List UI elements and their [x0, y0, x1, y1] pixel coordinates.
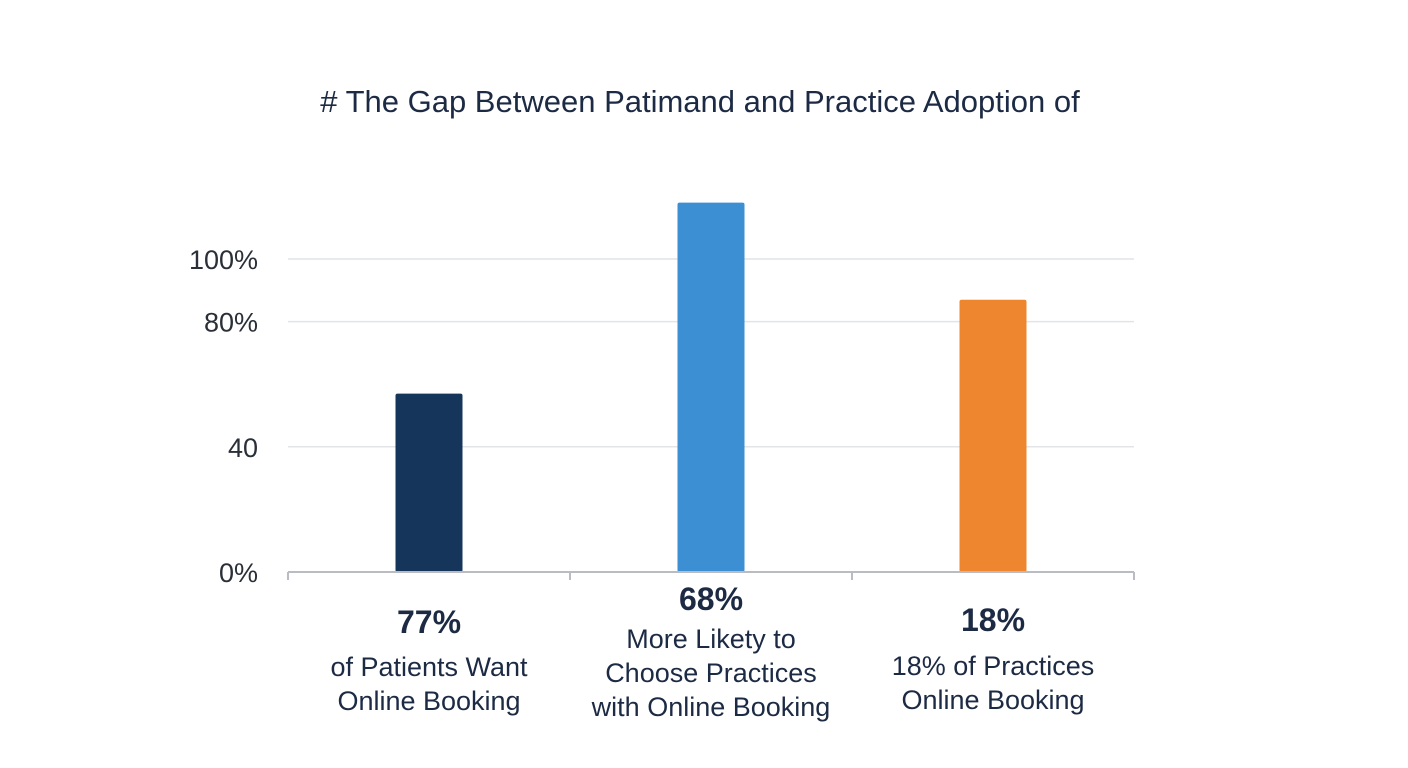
y-tick-label: 80%: [204, 308, 258, 338]
category-label-more-likely: More Likety to: [626, 624, 796, 654]
y-tick-label: 100%: [189, 245, 258, 275]
category-label-patients-want: Online Booking: [337, 686, 520, 716]
bar-more-likely: [677, 202, 745, 572]
bars: [395, 202, 1027, 572]
category-label-practices: Online Booking: [901, 685, 1084, 715]
chart-title: # The Gap Between Patimand and Practice …: [320, 84, 1080, 119]
category-labels: 77% of Patients Want Online Booking 68% More…: [330, 581, 1094, 722]
category-label-more-likely: Choose Practices: [605, 658, 817, 688]
y-tick-label: 0%: [219, 558, 258, 588]
percent-label-patients-want: 77%: [397, 604, 461, 640]
category-label-patients-want: of Patients Want: [330, 652, 528, 682]
percent-label-more-likely: 68%: [679, 581, 743, 617]
bar-patients-want: [395, 393, 463, 572]
percent-label-practices: 18%: [961, 602, 1025, 638]
bar-practices: [959, 299, 1027, 572]
y-tick-label: 40: [228, 433, 258, 463]
x-axis: [287, 571, 1135, 580]
category-label-practices: 18% of Practices: [892, 651, 1095, 681]
category-label-more-likely: with Online Booking: [591, 692, 831, 722]
y-axis-ticks: 0% 40 80% 100%: [189, 245, 258, 588]
